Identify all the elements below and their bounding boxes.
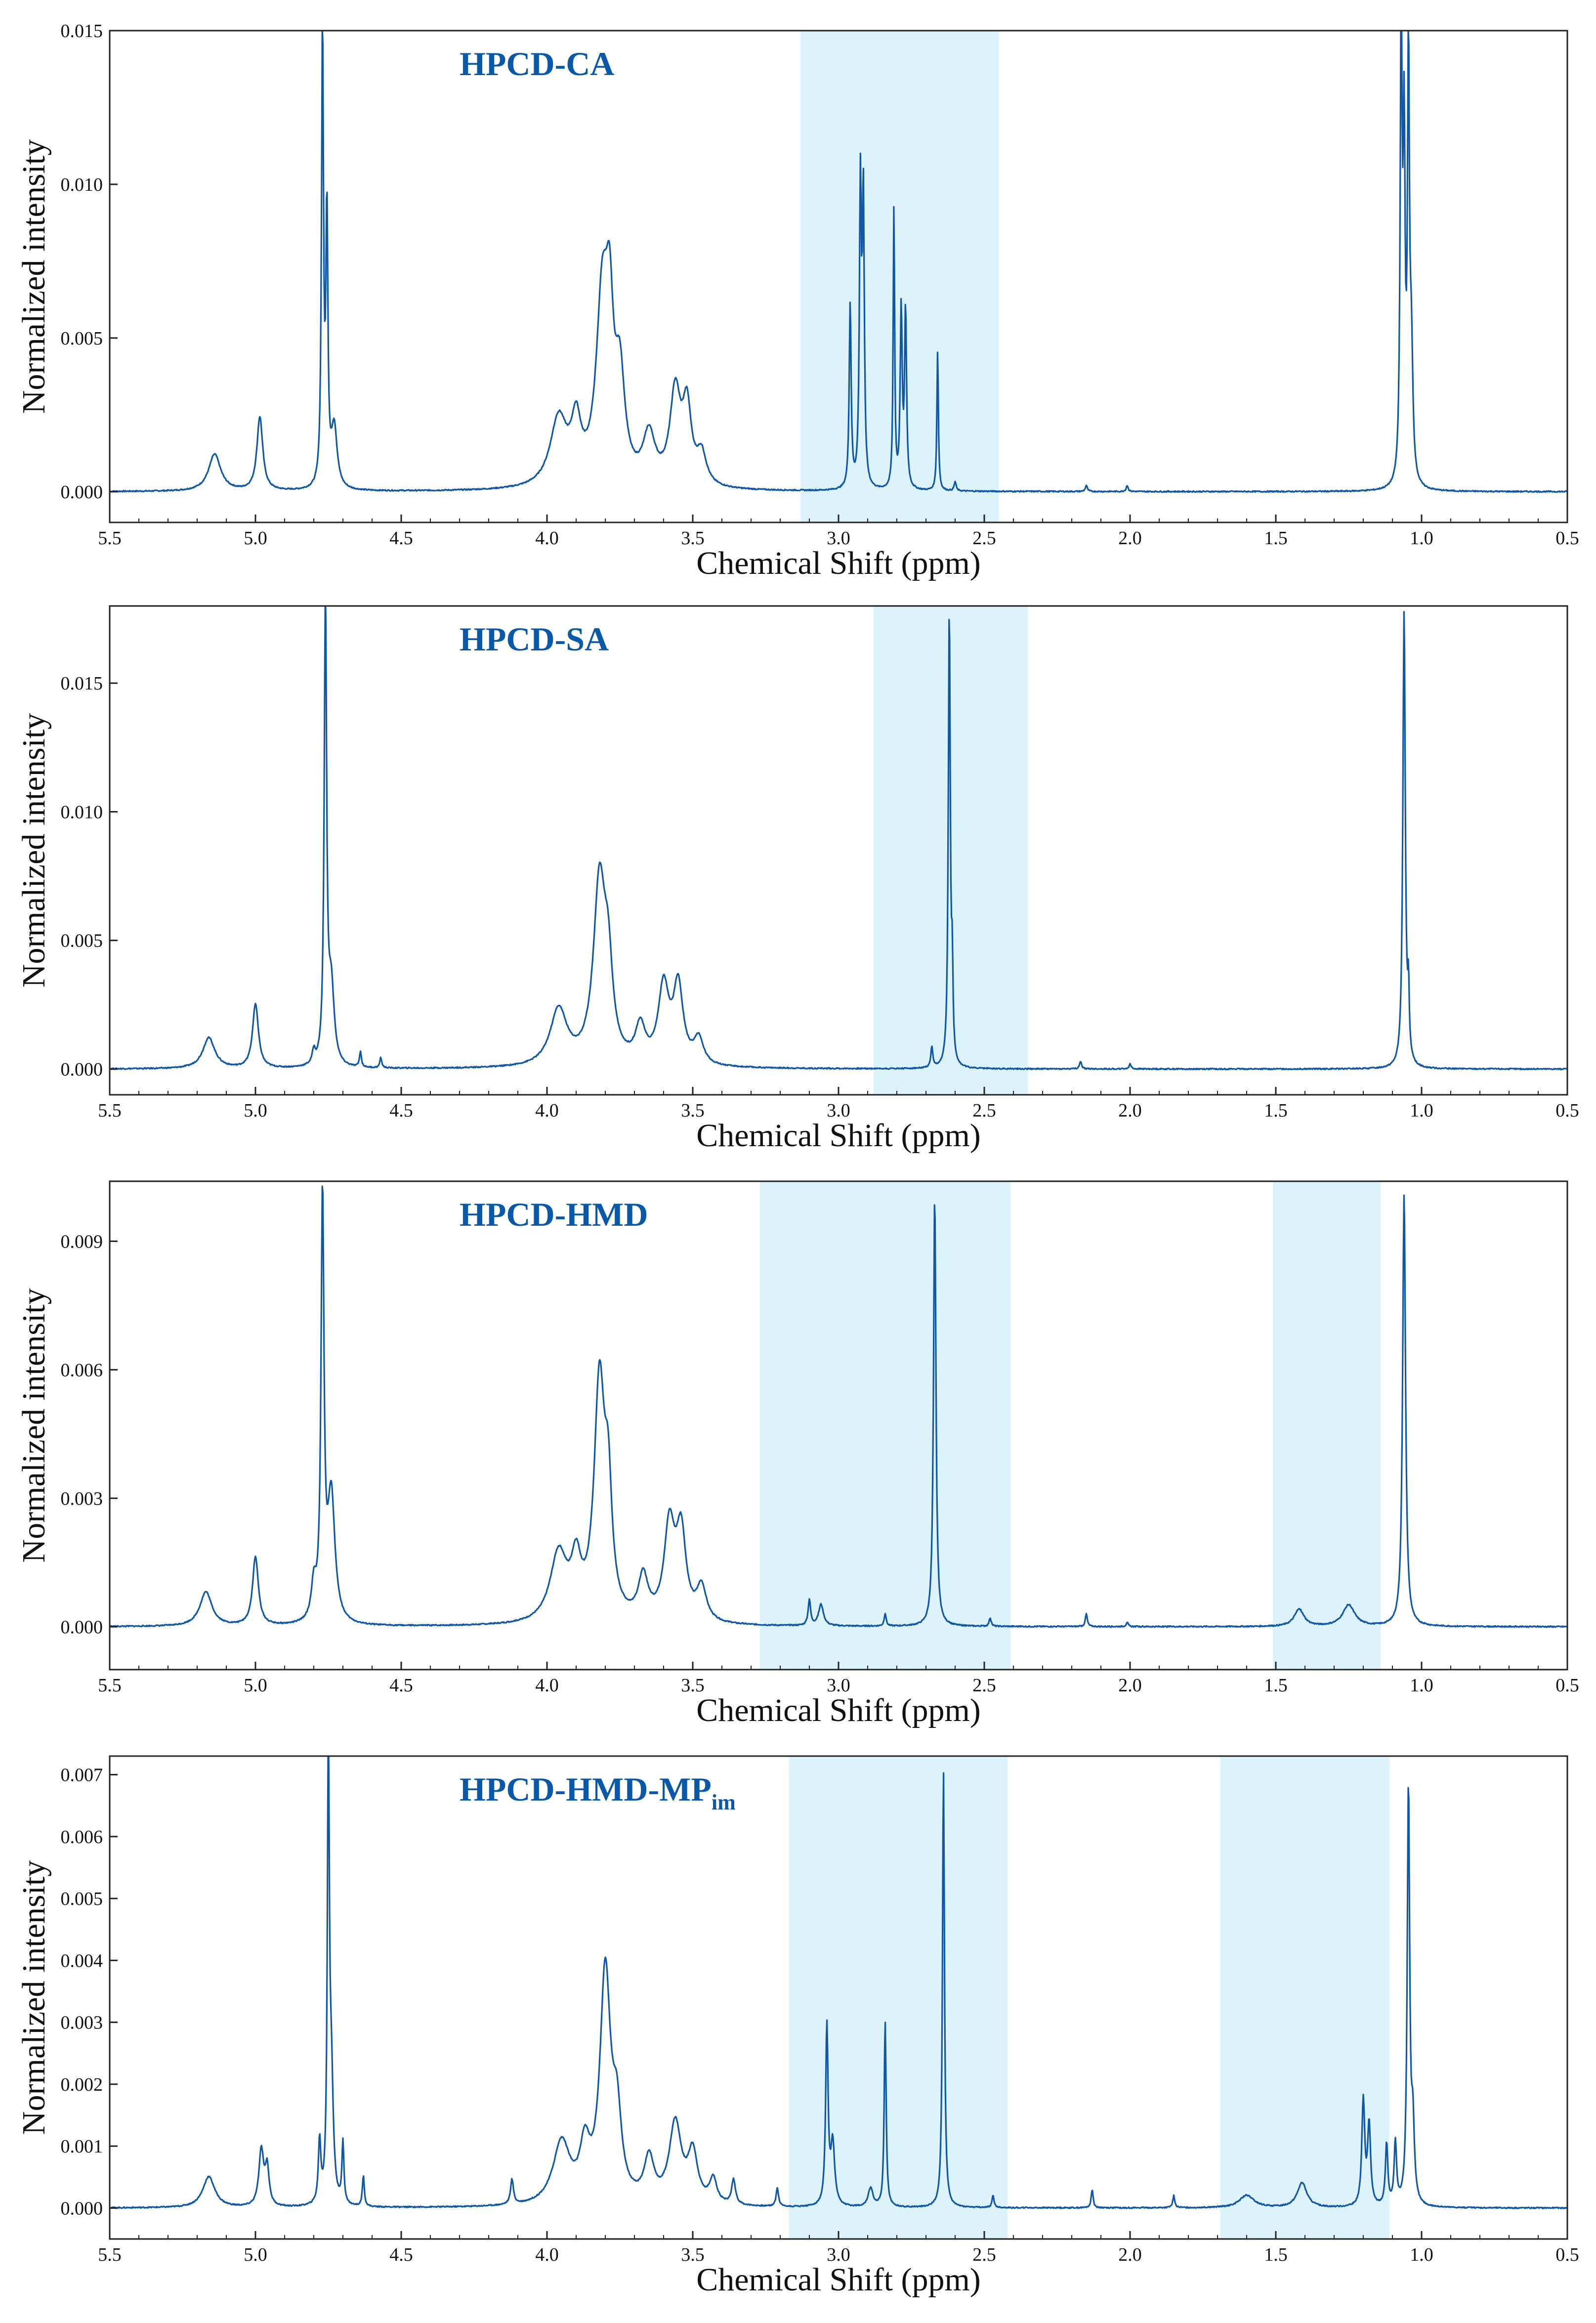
x-tick-label: 4.5 <box>389 1675 413 1696</box>
x-tick-label: 5.5 <box>98 528 122 549</box>
y-tick-label: 0.015 <box>61 673 103 694</box>
highlight-region <box>1273 1181 1381 1670</box>
panel-title-subscript: im <box>712 1790 736 1814</box>
plot-frame <box>109 605 1568 1096</box>
x-tick-label: 2.0 <box>1118 528 1142 549</box>
x-tick-label: 1.5 <box>1264 1675 1288 1696</box>
x-tick-label: 3.0 <box>827 1100 850 1121</box>
x-tick-label: 5.0 <box>244 528 267 549</box>
x-tick-label: 5.5 <box>98 1675 122 1696</box>
y-tick-label: 0.000 <box>61 1059 103 1080</box>
y-tick-label: 0.010 <box>61 174 103 195</box>
x-tick-label: 5.0 <box>244 1100 267 1121</box>
panel-title-main: HPCD-SA <box>460 620 609 658</box>
x-tick-label: 2.5 <box>972 528 996 549</box>
y-tick-label: 0.007 <box>61 1765 103 1786</box>
y-tick-label: 0.015 <box>61 21 103 42</box>
x-tick-label: 3.0 <box>827 1675 850 1696</box>
x-tick-label: 1.0 <box>1410 1675 1433 1696</box>
x-tick-label: 4.5 <box>389 528 413 549</box>
highlight-region <box>800 31 999 522</box>
x-tick-label: 0.5 <box>1555 1100 1579 1121</box>
y-tick-label: 0.005 <box>61 931 103 951</box>
x-tick-label: 2.0 <box>1118 2244 1142 2265</box>
y-tick-label: 0.001 <box>61 2136 103 2157</box>
highlight-region <box>789 1756 1008 2239</box>
x-axis-title: Chemical Shift (ppm) <box>696 2262 981 2298</box>
panel-title-main: HPCD-HMD-MP <box>460 1770 712 1808</box>
x-tick-label: 1.5 <box>1264 2244 1288 2265</box>
x-tick-label: 5.5 <box>98 2244 122 2265</box>
x-tick-label: 4.0 <box>535 528 559 549</box>
panel-title: HPCD-HMD-MPim <box>460 1770 736 1814</box>
x-tick-label: 4.0 <box>535 1675 559 1696</box>
x-tick-label: 2.5 <box>972 2244 996 2265</box>
x-tick-label: 3.5 <box>681 528 705 549</box>
panel-title: HPCD-HMD <box>460 1196 648 1233</box>
spectrum-line <box>110 606 1567 1071</box>
y-tick-label: 0.005 <box>61 1889 103 1909</box>
x-tick-label: 3.5 <box>681 2244 705 2265</box>
x-tick-label: 1.5 <box>1264 1100 1288 1121</box>
spectrum-line <box>110 31 1567 493</box>
y-axis-title: Normalized intensity <box>16 139 52 414</box>
y-tick-label: 0.006 <box>61 1360 103 1380</box>
x-axis-title: Chemical Shift (ppm) <box>696 1118 981 1154</box>
x-tick-label: 1.0 <box>1410 528 1433 549</box>
x-tick-label: 3.0 <box>827 2244 850 2265</box>
y-tick-label: 0.002 <box>61 2074 103 2095</box>
panel-title: HPCD-SA <box>460 620 609 658</box>
x-tick-label: 4.5 <box>389 2244 413 2265</box>
spectrum-line <box>110 1185 1567 1628</box>
x-tick-label: 4.0 <box>535 1100 559 1121</box>
spectrum-line <box>110 1756 1567 2209</box>
y-tick-label: 0.005 <box>61 328 103 349</box>
x-tick-label: 5.0 <box>244 1675 267 1696</box>
y-tick-label: 0.003 <box>61 1488 103 1509</box>
x-tick-label: 2.0 <box>1118 1100 1142 1121</box>
x-tick-label: 3.5 <box>681 1675 705 1696</box>
x-tick-label: 4.0 <box>535 2244 559 2265</box>
x-tick-label: 2.0 <box>1118 1675 1142 1696</box>
x-tick-label: 2.5 <box>972 1100 996 1121</box>
highlight-region <box>1220 1756 1390 2239</box>
x-tick-label: 4.5 <box>389 1100 413 1121</box>
y-axis-title: Normalized intensity <box>16 713 52 988</box>
x-tick-label: 3.5 <box>681 1100 705 1121</box>
x-axis-title: Chemical Shift (ppm) <box>696 1692 981 1728</box>
y-tick-label: 0.000 <box>61 482 103 503</box>
y-tick-label: 0.004 <box>61 1950 103 1971</box>
x-tick-label: 0.5 <box>1555 528 1579 549</box>
panel-title: HPCD-CA <box>460 45 615 83</box>
x-tick-label: 1.5 <box>1264 528 1288 549</box>
x-tick-label: 3.0 <box>827 528 850 549</box>
x-tick-label: 2.5 <box>972 1675 996 1696</box>
x-axis-title: Chemical Shift (ppm) <box>696 545 981 581</box>
y-tick-label: 0.000 <box>61 1617 103 1637</box>
highlight-region <box>759 1181 1011 1670</box>
y-tick-label: 0.003 <box>61 2013 103 2033</box>
x-tick-label: 5.5 <box>98 1100 122 1121</box>
spectrum-panel-1: 5.5 5.0 4.5 4.0 3.5 3.0 2.5 2.0 1.5 1.0 0.5 0.000 0.… <box>16 21 1579 581</box>
panel-title-main: HPCD-CA <box>460 45 615 83</box>
x-tick-label: 1.0 <box>1410 2244 1433 2265</box>
spectrum-panel-2: 5.5 5.0 4.5 4.0 3.5 3.0 2.5 2.0 1.5 1.0 0.5 0.000 0.… <box>16 605 1579 1154</box>
x-tick-label: 1.0 <box>1410 1100 1433 1121</box>
spectrum-panel-4: 5.5 5.0 4.5 4.0 3.5 3.0 2.5 2.0 1.5 1.0 0.5 0.000 0.… <box>16 1755 1579 2298</box>
y-tick-label: 0.006 <box>61 1827 103 1848</box>
y-tick-label: 0.010 <box>61 802 103 822</box>
x-tick-label: 5.0 <box>244 2244 267 2265</box>
y-tick-label: 0.000 <box>61 2198 103 2219</box>
y-tick-label: 0.009 <box>61 1231 103 1252</box>
spectrum-panel-3: 5.5 5.0 4.5 4.0 3.5 3.0 2.5 2.0 1.5 1.0 0.5 0.000 0.… <box>16 1180 1579 1728</box>
panel-title-main: HPCD-HMD <box>460 1196 648 1233</box>
x-tick-label: 0.5 <box>1555 2244 1579 2265</box>
y-axis-title: Normalized intensity <box>16 1288 52 1562</box>
x-tick-label: 0.5 <box>1555 1675 1579 1696</box>
y-axis-title: Normalized intensity <box>16 1860 52 2135</box>
